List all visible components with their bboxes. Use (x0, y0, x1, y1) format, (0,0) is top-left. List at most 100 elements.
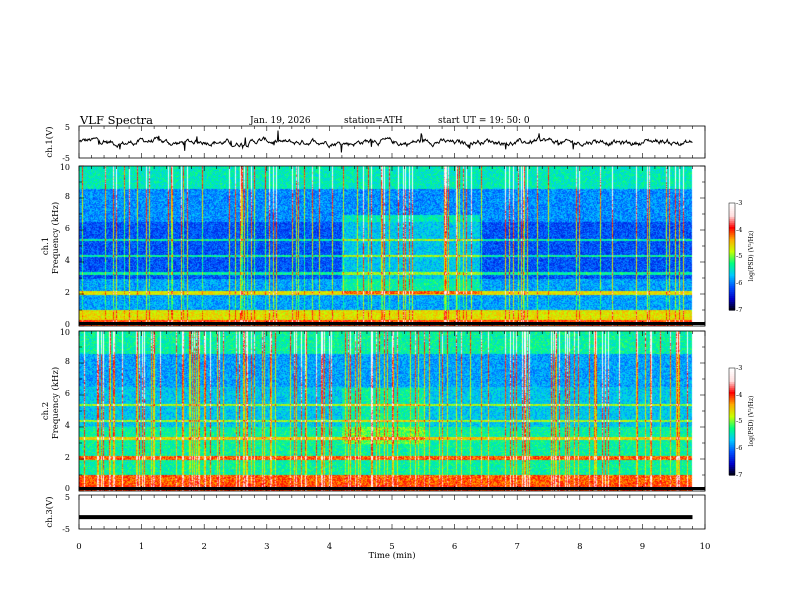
ch2-ytick-8: 8 (65, 357, 70, 366)
date-label: Jan. 19, 2026 (249, 116, 311, 126)
colorbar-cell (729, 379, 735, 383)
colorbar-cell (729, 230, 735, 234)
ch1-ytick-8: 8 (65, 192, 70, 201)
colorbar-cell (729, 401, 735, 405)
colorbar-cell (729, 204, 735, 208)
ch2-ytick-10: 10 (60, 328, 70, 337)
colorbar-cell (729, 471, 735, 474)
colorbar-cell (729, 405, 735, 409)
x-tick-2: 2 (201, 542, 206, 552)
colorbar-cell (729, 429, 735, 433)
ch1-spectrogram-ylabel-freq: Frequency (kHz) (50, 202, 61, 274)
ch2-spectrogram-heatmap (79, 331, 705, 491)
colorbar-cell (729, 238, 735, 242)
colorbar-cell (729, 306, 735, 309)
colorbar-cell (729, 244, 735, 248)
colorbar-cell (729, 469, 735, 472)
colorbar-cell (729, 258, 735, 262)
colorbar-cell (729, 383, 735, 387)
colorbar-cell (729, 302, 735, 305)
colorbar-cell (729, 397, 735, 401)
colorbar-cell (729, 220, 735, 224)
colorbar-cell (729, 286, 735, 289)
colorbar-frame (728, 367, 736, 476)
colorbar-cell (729, 461, 735, 464)
colorbar-cell (729, 234, 735, 238)
colorbar-cell (729, 278, 735, 281)
ch1-ytick-4: 4 (65, 256, 70, 265)
ch2-ytick-0: 0 (65, 484, 70, 493)
colorbar-cell (729, 441, 735, 444)
colorbar-cell (729, 437, 735, 440)
colorbar-frame (728, 202, 736, 311)
x-tick-6: 6 (452, 542, 457, 552)
colorbar-cell (729, 375, 735, 379)
ch2-spectrogram-ylabel-freq: Frequency (kHz) (50, 367, 61, 439)
colorbar-cell (729, 399, 735, 403)
colorbar-cell (729, 449, 735, 452)
colorbar-cell (729, 232, 735, 236)
colorbar-cell (729, 407, 735, 411)
colorbar-cell (729, 216, 735, 220)
colorbar-cell (729, 473, 735, 476)
colorbar-cell (729, 393, 735, 397)
colorbar-cell (729, 268, 735, 271)
colorbar-cell (729, 224, 735, 228)
spectrogram-image-ch2 (79, 331, 705, 491)
ch1-colorbar-tick-m6: -6 (736, 279, 742, 287)
colorbar-cell (729, 288, 735, 291)
ch2-spectrogram-panel: 0 2 4 6 8 10 ch.2 Frequency (kHz) -3 -4 … (41, 328, 755, 493)
colorbar-cell (729, 395, 735, 399)
colorbar-cell (729, 455, 735, 458)
colorbar-cell (729, 385, 735, 389)
ch1-colorbar-tick-m7: -7 (736, 306, 742, 314)
colorbar-cell (729, 369, 735, 373)
x-tick-9: 9 (640, 542, 645, 552)
colorbar-cell (729, 457, 735, 460)
ch1-colorbar-tick-m4: -4 (736, 226, 742, 234)
colorbar-cell (729, 453, 735, 456)
colorbar-cell (729, 433, 735, 436)
x-tick-1: 1 (139, 542, 144, 552)
colorbar-cell (729, 206, 735, 210)
x-tick-7: 7 (514, 542, 519, 552)
ch2-ytick-4: 4 (65, 421, 70, 430)
chart-title: VLF Spectra (79, 113, 153, 127)
x-axis: 0 1 2 3 4 5 6 7 8 9 10 Time (min) (76, 542, 710, 561)
colorbar-cell (729, 417, 735, 421)
colorbar-cell (729, 266, 735, 269)
ch1-spectrogram-ylabel-channel: ch.1 (41, 237, 51, 255)
colorbar-cell (729, 256, 735, 260)
ch2-colorbar-tick-m6: -6 (736, 444, 742, 452)
colorbar-cell (729, 254, 735, 258)
colorbar-cell (729, 270, 735, 273)
colorbar-cell (729, 373, 735, 377)
colorbar-cell (729, 389, 735, 393)
ch3-ytick-bottom: -5 (62, 525, 70, 534)
x-tick-4: 4 (327, 542, 332, 552)
start-time-label: start UT = 19: 50: 0 (438, 116, 530, 126)
axis-ticks (78, 126, 706, 529)
ch1-spectrogram-heatmap (79, 166, 705, 326)
colorbar-cell (729, 459, 735, 462)
ch2-colorbar (728, 367, 736, 476)
colorbar-cell (729, 409, 735, 413)
ch1-waveform-panel: 5 -5 ch.1(V) (44, 123, 706, 163)
colorbar-cell (729, 296, 735, 299)
colorbar-cell (729, 381, 735, 385)
colorbar-cell (729, 465, 735, 468)
ch2-ytick-2: 2 (65, 453, 70, 462)
ch1-waveform-line (78, 130, 693, 153)
ch2-colorbar-tick-m5: -5 (736, 417, 742, 425)
colorbar-cell (729, 431, 735, 434)
colorbar-cell (729, 298, 735, 301)
colorbar-cell (729, 377, 735, 381)
colorbar-cell (729, 391, 735, 395)
ch1-waveform-ylabel: ch.1(V) (44, 126, 55, 157)
colorbar-cell (729, 236, 735, 240)
x-tick-0: 0 (76, 542, 81, 552)
ch2-colorbar-label: log(PSD) (V²/Hz) (748, 396, 755, 447)
colorbar-cell (729, 421, 735, 425)
